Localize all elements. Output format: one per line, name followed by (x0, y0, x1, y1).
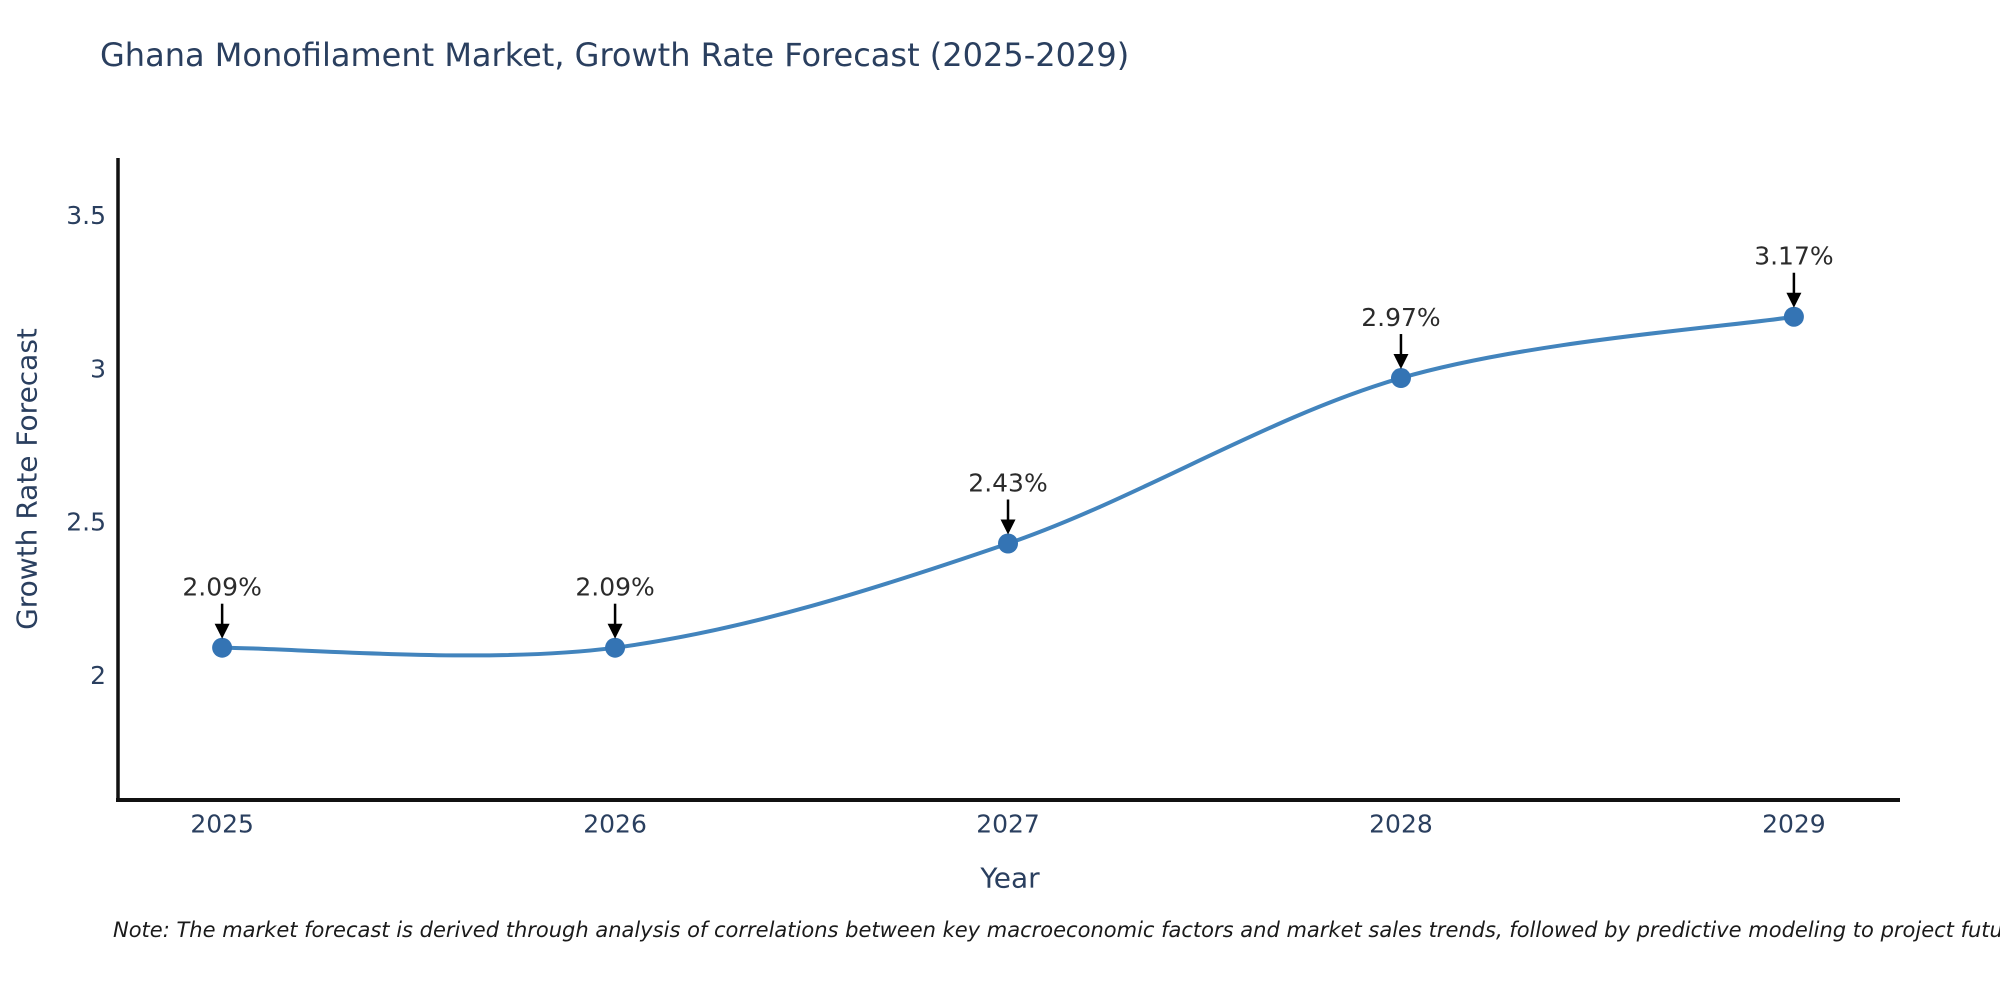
y-tick-label: 3 (90, 354, 106, 383)
x-tick-label: 2029 (1762, 809, 1826, 838)
point-annotation-label: 3.17% (1754, 242, 1833, 271)
point-annotation-label: 2.09% (182, 573, 261, 602)
annotation-arrowhead-icon (1393, 354, 1409, 370)
data-point-marker (605, 637, 626, 658)
x-axis-title: Year (980, 861, 1040, 895)
point-annotation-label: 2.97% (1361, 303, 1440, 332)
annotation-arrowhead-icon (1000, 519, 1016, 535)
y-tick-label: 3.5 (66, 201, 106, 230)
data-point-marker (212, 637, 233, 658)
annotation-arrowhead-icon (214, 623, 230, 639)
data-point-marker (1783, 306, 1804, 327)
x-tick-label: 2028 (1369, 809, 1433, 838)
y-tick-label: 2 (90, 661, 106, 690)
chart-title: Ghana Monofilament Market, Growth Rate F… (100, 36, 1130, 74)
footnote: Note: The market forecast is derived thr… (113, 918, 2000, 942)
x-tick-label: 2026 (583, 809, 647, 838)
data-point-marker (1390, 368, 1411, 389)
point-annotation-label: 2.09% (575, 573, 654, 602)
x-tick-label: 2025 (190, 809, 254, 838)
point-annotation-label: 2.43% (968, 469, 1047, 498)
annotation-arrowhead-icon (607, 623, 623, 639)
annotation-arrowhead-icon (1786, 292, 1802, 308)
data-point-marker (998, 533, 1019, 554)
x-tick-label: 2027 (976, 809, 1040, 838)
y-tick-label: 2.5 (66, 508, 106, 537)
